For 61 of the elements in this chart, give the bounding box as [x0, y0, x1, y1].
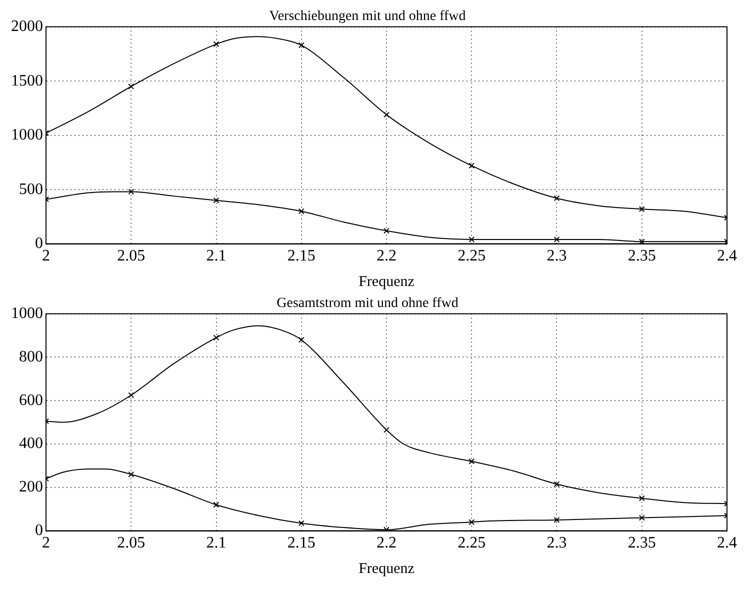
point — [213, 41, 220, 48]
x-axis-title: Frequenz — [358, 560, 415, 577]
point — [384, 228, 390, 234]
y-tick-label: 1000 — [11, 126, 43, 144]
point — [213, 502, 220, 508]
x-tick-label: 2.2 — [376, 248, 396, 265]
point — [213, 334, 220, 341]
point — [638, 206, 645, 212]
x-tick-label: 2.25 — [458, 248, 486, 265]
y-tick-label: 500 — [19, 180, 43, 198]
point — [298, 208, 304, 214]
point — [213, 197, 220, 204]
point — [128, 392, 134, 398]
point — [554, 481, 560, 488]
x-tick-label: 2.2 — [376, 534, 396, 552]
point — [384, 426, 390, 433]
y-tick-label: 800 — [19, 348, 43, 366]
x-tick-label: 2 — [42, 248, 50, 265]
point — [298, 520, 304, 526]
x-tick-label: 2.3 — [546, 534, 567, 552]
point — [554, 236, 560, 242]
point — [128, 188, 134, 195]
x-tick-label: 2.1 — [206, 534, 226, 552]
y-tick-label: 1500 — [11, 72, 43, 90]
point — [638, 495, 645, 502]
point — [638, 514, 645, 521]
point — [468, 236, 475, 242]
point — [554, 195, 560, 202]
x-tick-label: 2.4 — [717, 534, 737, 552]
point — [298, 42, 304, 48]
point — [384, 526, 390, 531]
y-tick-label: 0 — [35, 522, 43, 540]
chart-title: Verschiebungen mit und ohne ffwd — [269, 9, 466, 24]
x-tick-label: 2.3 — [546, 248, 567, 265]
x-tick-label: 2.4 — [717, 248, 737, 265]
point — [298, 336, 304, 343]
x-tick-label: 2.25 — [458, 534, 486, 552]
x-tick-label: 2.1 — [206, 248, 226, 265]
x-tick-label: 2.05 — [117, 534, 146, 552]
x-tick-label: 2.35 — [628, 534, 656, 552]
point — [128, 471, 134, 478]
chart-title: Gesamtstrom mit und ohne ffwd — [276, 296, 458, 312]
y-tick-label: 400 — [19, 435, 43, 452]
point — [384, 112, 390, 118]
point — [128, 84, 134, 90]
y-tick-label: 0 — [35, 235, 43, 252]
x-tick-label: 2.15 — [287, 534, 316, 552]
point — [468, 458, 475, 464]
x-tick-label: 2.35 — [628, 248, 656, 265]
point — [638, 238, 645, 244]
x-axis-title: Frequenz — [358, 274, 415, 290]
point — [468, 162, 475, 169]
x-tick-label: 2.15 — [287, 248, 316, 265]
point — [554, 516, 560, 523]
y-tick-label: 1000 — [11, 305, 43, 322]
x-tick-label: 2 — [42, 534, 50, 552]
y-tick-label: 2000 — [11, 18, 43, 36]
y-tick-label: 600 — [19, 392, 43, 409]
y-tick-label: 200 — [19, 478, 43, 496]
x-tick-label: 2.05 — [117, 248, 146, 265]
point — [468, 519, 475, 526]
